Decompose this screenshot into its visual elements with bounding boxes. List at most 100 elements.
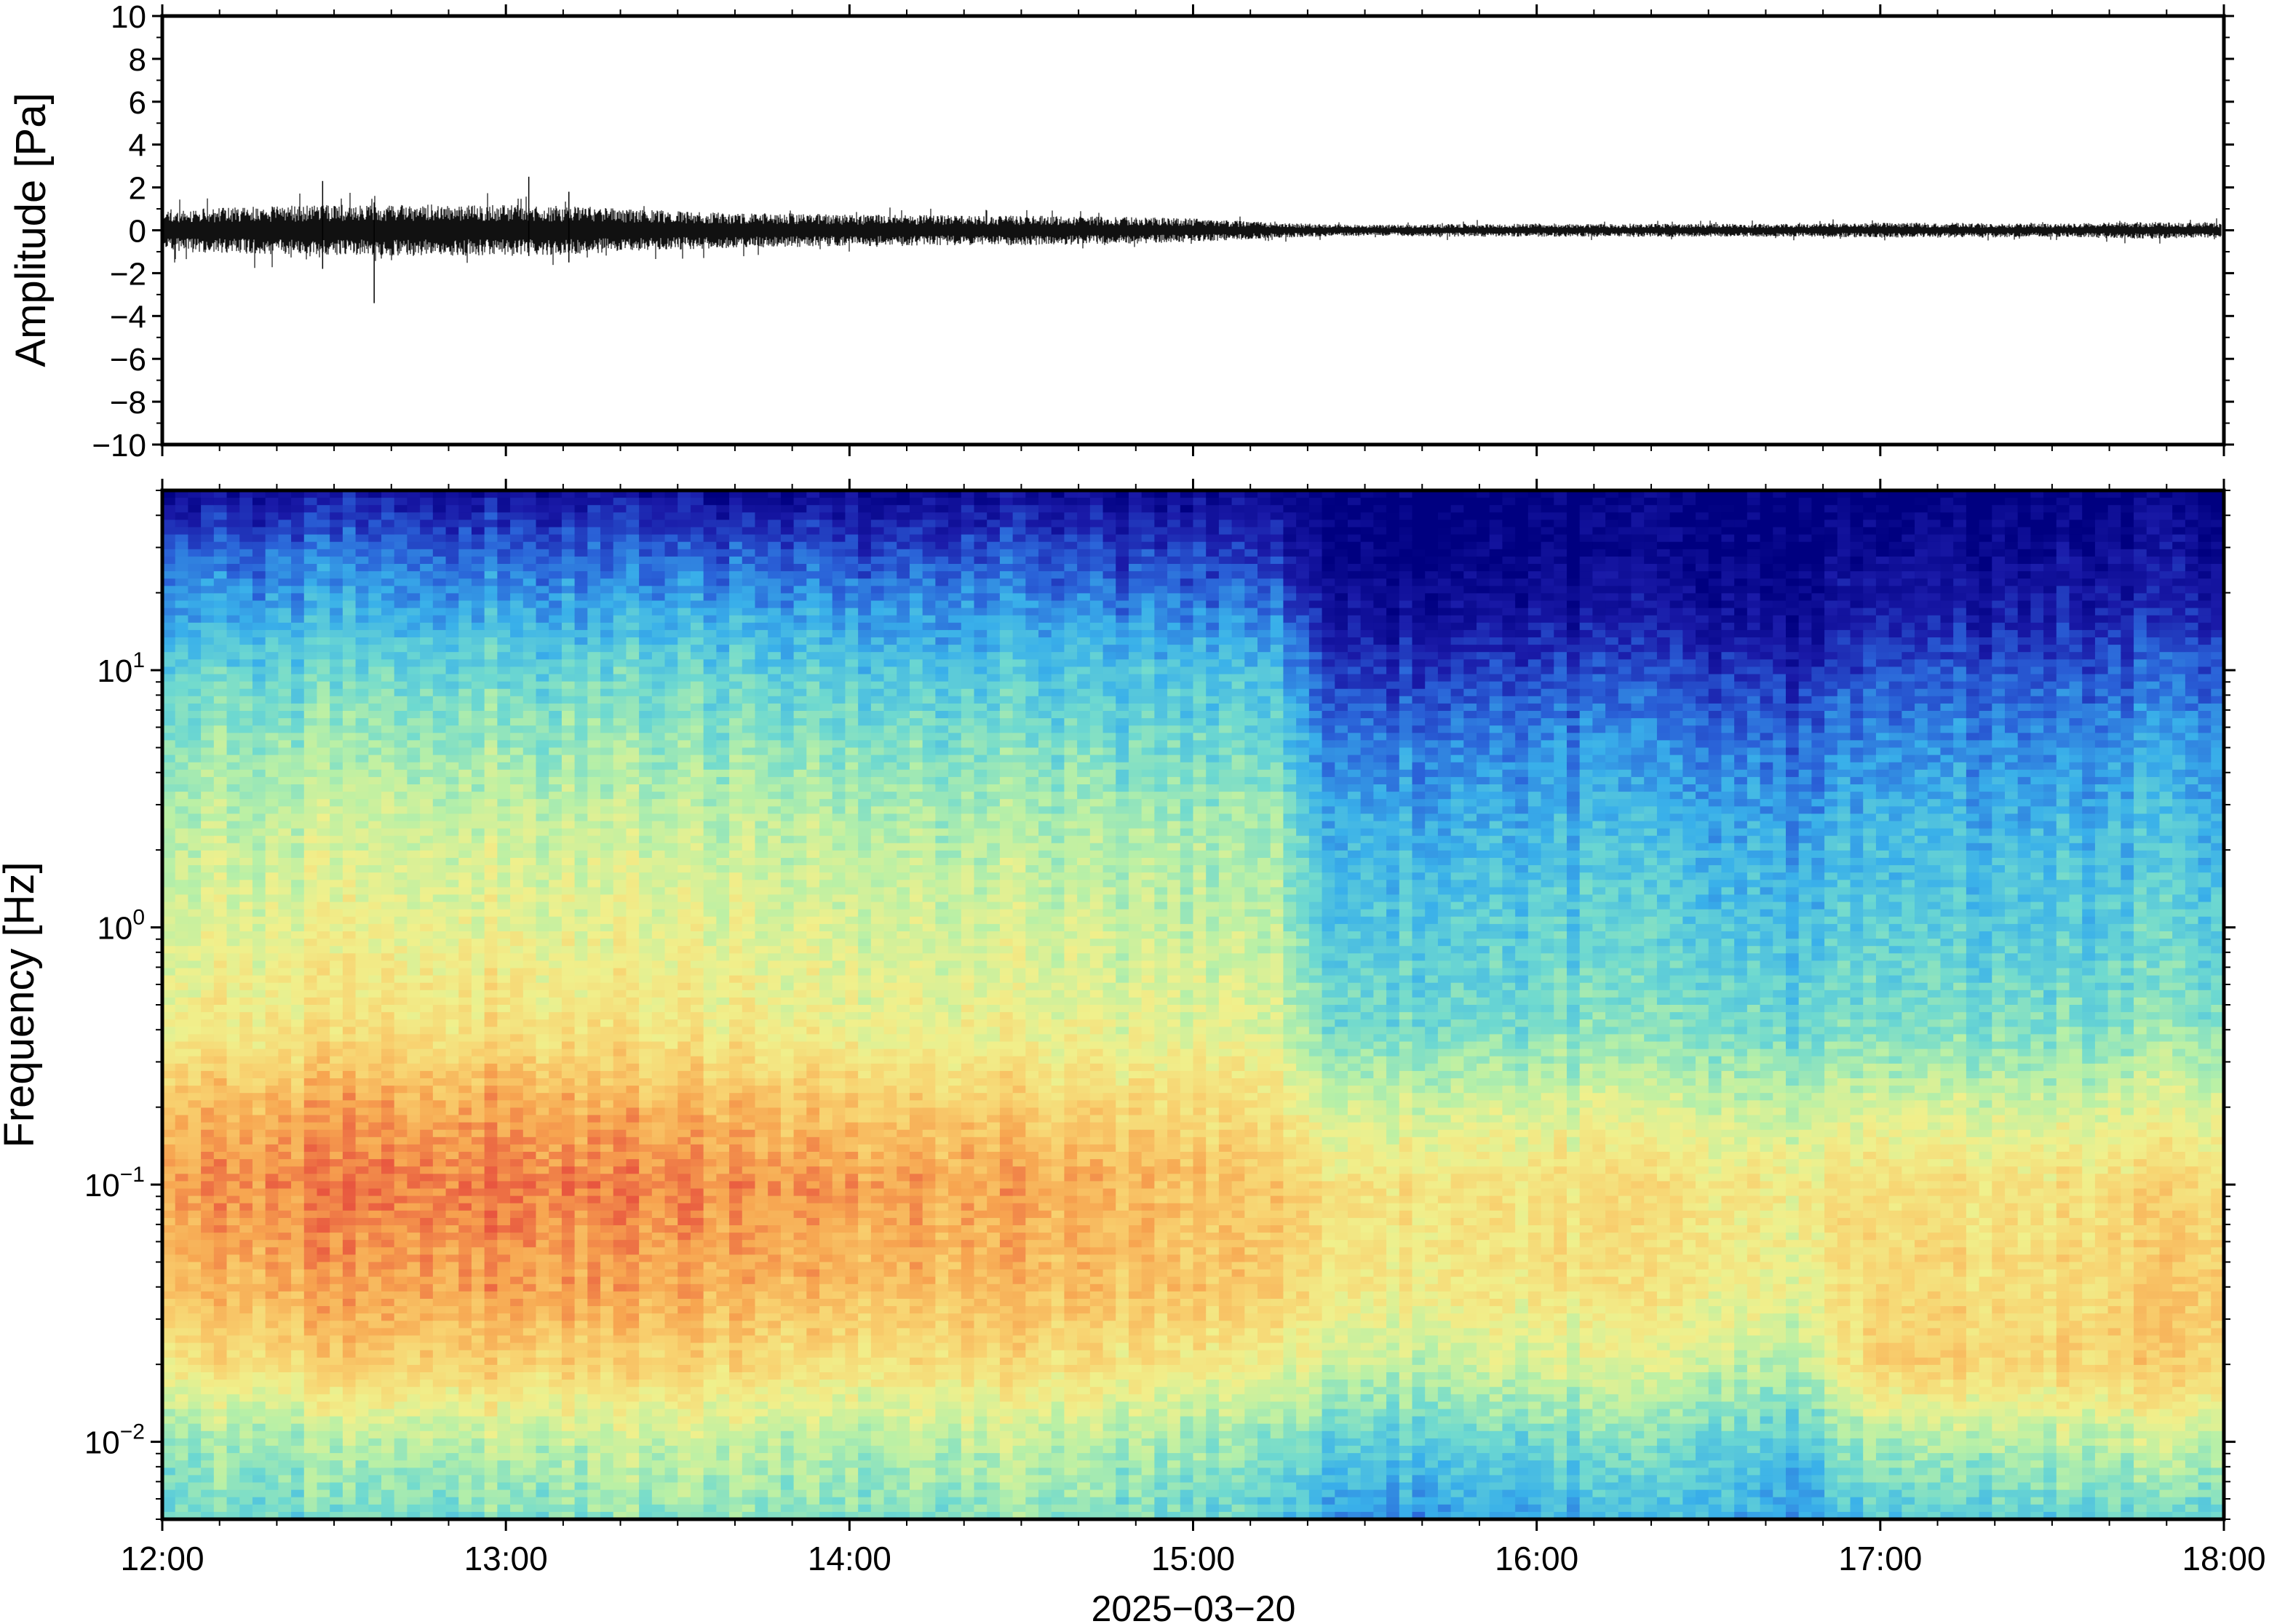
spectrogram-cell <box>213 1012 228 1020</box>
spectrogram-cell <box>226 681 240 690</box>
spectrogram-cell <box>471 1005 485 1013</box>
spectrogram-cell <box>226 637 240 645</box>
spectrogram-cell <box>600 556 614 565</box>
spectrogram-cell <box>484 1107 498 1116</box>
spectrogram-cell <box>252 1313 266 1321</box>
spectrogram-cell <box>574 1093 588 1101</box>
spectrogram-cell <box>201 1137 215 1145</box>
spectrogram-cell <box>420 1129 434 1138</box>
spectrogram-cell <box>188 1181 202 1190</box>
spectrogram-cell <box>510 1027 524 1035</box>
spectrogram-cell <box>394 1335 408 1344</box>
spectrogram-cell <box>291 733 305 741</box>
spectrogram-cell <box>445 556 459 565</box>
spectrogram-cell <box>342 865 357 873</box>
spectrogram-cell <box>420 1056 434 1064</box>
spectrogram-cell <box>213 1357 228 1366</box>
spectrogram-cell <box>213 586 228 594</box>
spectrogram-cell <box>303 1299 318 1307</box>
spectrogram-cell <box>561 1504 576 1513</box>
spectrogram-cell <box>407 1166 421 1174</box>
spectrogram-cell <box>175 541 189 550</box>
spectrogram-cell <box>265 1100 279 1108</box>
spectrogram-cell <box>536 1504 549 1513</box>
spectrogram-cell <box>291 776 305 785</box>
spectrogram-cell <box>303 901 318 910</box>
spectrogram-cell <box>162 1262 176 1270</box>
spectrogram-cell <box>252 688 266 697</box>
spectrogram-cell <box>574 997 588 1006</box>
spectrogram-cell <box>394 622 408 631</box>
spectrogram-cell <box>420 1217 434 1226</box>
spectrogram-cell <box>381 1416 395 1425</box>
spectrogram-cell <box>226 1262 240 1270</box>
spectrogram-cell <box>381 1217 395 1226</box>
spectrogram-cell <box>175 498 189 506</box>
spectrogram-cell <box>536 755 549 763</box>
spectrogram-cell <box>317 1012 330 1020</box>
spectrogram-cell <box>445 718 459 726</box>
spectrogram-cell <box>561 1453 576 1461</box>
spectrogram-cell <box>510 1423 524 1432</box>
spectrogram-cell <box>381 593 395 602</box>
spectrogram-cell <box>549 733 563 741</box>
spectrogram-cell <box>213 1291 228 1299</box>
spectrogram-cell <box>317 784 330 792</box>
spectrogram-cell <box>497 975 511 984</box>
spectrogram-cell <box>420 1453 434 1461</box>
spectrogram-cell <box>252 1387 266 1395</box>
spectrogram-cell <box>291 637 305 645</box>
spectrogram-cell <box>432 688 447 697</box>
spectrogram-cell <box>432 1430 447 1439</box>
spectrogram-cell <box>226 1423 240 1432</box>
spectrogram-cell <box>226 1504 240 1513</box>
spectrogram-cell <box>536 1181 549 1190</box>
spectrogram-cell <box>342 806 357 814</box>
spectrogram-cell <box>561 843 576 851</box>
spectrogram-cell <box>587 1380 601 1388</box>
spectrogram-cell <box>587 1504 601 1513</box>
spectrogram-cell <box>188 1203 202 1211</box>
spectrogram-cell <box>239 843 253 851</box>
spectrogram-cell <box>510 1387 524 1395</box>
waveform-y-tick-label: 0 <box>129 214 146 250</box>
spectrogram-cell <box>407 1489 421 1498</box>
spectrogram-cell <box>497 858 511 866</box>
spectrogram-cell <box>342 1233 357 1241</box>
spectrogram-cell <box>484 637 498 645</box>
spectrogram-cell <box>407 520 421 528</box>
spectrogram-cell <box>420 593 434 602</box>
spectrogram-cell <box>445 1416 459 1425</box>
spectrogram-cell <box>522 909 537 918</box>
spectrogram-cell <box>587 608 601 616</box>
spectrogram-cell <box>265 534 279 543</box>
spectrogram-cell <box>522 894 537 903</box>
spectrogram-cell <box>239 666 253 675</box>
spectrogram-cell <box>432 1144 447 1153</box>
spectrogram-cell <box>420 1335 434 1344</box>
spectrogram-cell <box>355 659 369 667</box>
spectrogram-cell <box>484 1291 498 1299</box>
spectrogram-cell <box>394 1276 408 1285</box>
spectrogram-cell <box>432 1100 447 1108</box>
spectrogram-cell <box>330 975 343 984</box>
spectrogram-cell <box>291 1460 305 1468</box>
spectrogram-cell <box>561 1446 576 1454</box>
spectrogram-cell <box>226 593 240 602</box>
spectrogram-cell <box>587 1423 601 1432</box>
spectrogram-cell <box>574 637 588 645</box>
spectrogram-cell <box>522 1328 537 1337</box>
spectrogram-cell <box>278 1137 292 1145</box>
spectrogram-cell <box>497 1291 511 1299</box>
spectrogram-cell <box>278 1181 292 1190</box>
spectrogram-cell <box>484 1233 498 1241</box>
spectrogram-cell <box>303 593 318 602</box>
spectrogram-cell <box>201 975 215 984</box>
spectrogram-cell <box>510 490 524 498</box>
spectrogram-cell <box>522 1159 537 1167</box>
spectrogram-cell <box>278 1203 292 1211</box>
spectrogram-cell <box>303 776 318 785</box>
spectrogram-cell <box>188 909 202 918</box>
spectrogram-cell <box>291 939 305 947</box>
spectrogram-cell <box>432 733 447 741</box>
